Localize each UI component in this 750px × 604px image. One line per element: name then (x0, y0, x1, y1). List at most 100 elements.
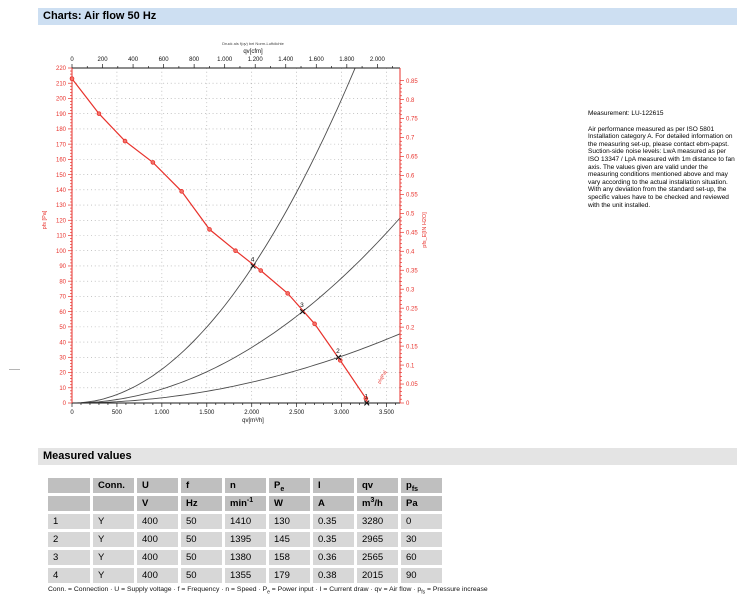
table-cell (48, 478, 90, 493)
right-tick-label: 0.35 (406, 268, 418, 274)
table-cell: 50 (181, 514, 222, 529)
table-cell: f (181, 478, 222, 493)
table-cell: 90 (401, 568, 442, 583)
table-cell: 2965 (357, 532, 398, 547)
right-tick-label: 0.45 (406, 231, 418, 237)
fan-curve-marker (285, 291, 290, 296)
operating-point-marker (299, 308, 306, 315)
fan-curve-marker (363, 396, 369, 401)
table-legend: Conn. = Connection · U = Supply voltage … (48, 586, 488, 596)
airflow-performance-chart: 0102030405060708090100110120130140150160… (42, 41, 428, 424)
fan-curve-label: pfs[Pa] (376, 370, 387, 385)
measurement-id: Measurement: LU-122615 (588, 110, 664, 117)
left-tick-label: 30 (59, 356, 66, 362)
bottom-tick-label: 0 (70, 410, 74, 416)
top-tick-label: 600 (159, 57, 170, 63)
measured-values-title: Measured values (43, 450, 132, 462)
bottom-tick-label: 2.000 (244, 410, 260, 416)
fan-curve-marker (207, 227, 212, 232)
table-cell: A (313, 496, 354, 511)
right-tick-label: 0.25 (406, 306, 418, 312)
table-cell: 130 (269, 514, 310, 529)
left-tick-label: 130 (56, 203, 67, 209)
fan-curve-marker (69, 76, 75, 81)
left-tick-label: 170 (56, 142, 67, 148)
system-curve (72, 333, 401, 404)
table-cell (48, 496, 90, 511)
measurement-note-body: Air performance measured as per ISO 5801… (588, 125, 735, 209)
table-cell: 4 (48, 568, 90, 583)
top-tick-label: 200 (98, 57, 109, 63)
table-cell: n (225, 478, 266, 493)
table-cell: U (137, 478, 178, 493)
top-tick-label: 1.400 (278, 57, 294, 63)
table-cell: 400 (137, 568, 178, 583)
table-cell: 30 (401, 532, 442, 547)
top-tick-label: 1.000 (217, 57, 233, 63)
left-tick-label: 140 (56, 188, 67, 194)
table-cell: 145 (269, 532, 310, 547)
table-cell: V (137, 496, 178, 511)
fan-curve-marker (312, 321, 317, 327)
table-cell: 1395 (225, 532, 266, 547)
table-cell: Pa (401, 496, 442, 511)
table-cell: 3280 (357, 514, 398, 529)
right-tick-label: 0 (406, 401, 410, 407)
table-cell: 50 (181, 550, 222, 565)
operating-point-number: 4 (251, 256, 255, 263)
operating-point-marker (363, 400, 370, 406)
table-row: 1 Y 400 50 1410 130 0.35 3280 0 (48, 514, 442, 529)
table-cell: 158 (269, 550, 310, 565)
top-tick-label: 2.000 (370, 57, 386, 63)
right-tick-label: 0.15 (406, 344, 418, 350)
table-cell: Y (93, 550, 134, 565)
table-cell: 1410 (225, 514, 266, 529)
table-cell: 0.38 (313, 568, 354, 583)
bottom-tick-label: 1.500 (199, 410, 215, 416)
table-row: 2 Y 400 50 1395 145 0.35 2965 30 (48, 532, 442, 547)
right-tick-label: 0.65 (406, 155, 418, 161)
fan-curve-marker (96, 111, 102, 116)
left-tick-label: 60 (59, 310, 66, 316)
left-tick-label: 200 (56, 97, 67, 103)
right-tick-label: 0.5 (406, 212, 415, 218)
operating-point-number: 3 (300, 302, 304, 309)
left-tick-label: 70 (59, 295, 66, 301)
left-tick-label: 90 (59, 264, 66, 270)
fan-curve-marker (233, 248, 238, 254)
table-cell: Y (93, 568, 134, 583)
left-tick-label: 180 (56, 127, 67, 133)
operating-point-number: 1 (364, 394, 368, 401)
fan-curve (71, 78, 369, 404)
right-tick-label: 0.85 (406, 79, 418, 85)
table-cell: 1380 (225, 550, 266, 565)
fan-curve-marker (150, 160, 156, 165)
table-cell: Y (93, 532, 134, 547)
chart-micro-note: Druck als f(qv) bei Norm-Luftdichte (222, 41, 285, 46)
table-cell: 2015 (357, 568, 398, 583)
left-tick-label: 50 (59, 325, 66, 331)
page-margin-mark (9, 369, 20, 370)
right-tick-label: 0.55 (406, 193, 418, 199)
right-tick-label: 0.05 (406, 382, 418, 388)
system-curve (71, 67, 356, 404)
left-tick-label: 10 (59, 386, 66, 392)
table-cell: 1 (48, 514, 90, 529)
table-cell: pfs (401, 478, 442, 493)
table-cell: Hz (181, 496, 222, 511)
bottom-tick-label: 1.000 (154, 410, 170, 416)
table-cell: 60 (401, 550, 442, 565)
bottom-tick-label: 500 (112, 410, 123, 416)
table-row: 3 Y 400 50 1380 158 0.36 2565 60 (48, 550, 442, 565)
left-tick-label: 40 (59, 340, 66, 346)
left-tick-label: 110 (56, 234, 66, 240)
left-tick-label: 100 (56, 249, 67, 255)
table-cell: Pe (269, 478, 310, 493)
right-tick-label: 0.6 (406, 174, 415, 180)
table-cell: 179 (269, 568, 310, 583)
table-cell: min-1 (225, 496, 266, 511)
system-curve (72, 217, 401, 404)
